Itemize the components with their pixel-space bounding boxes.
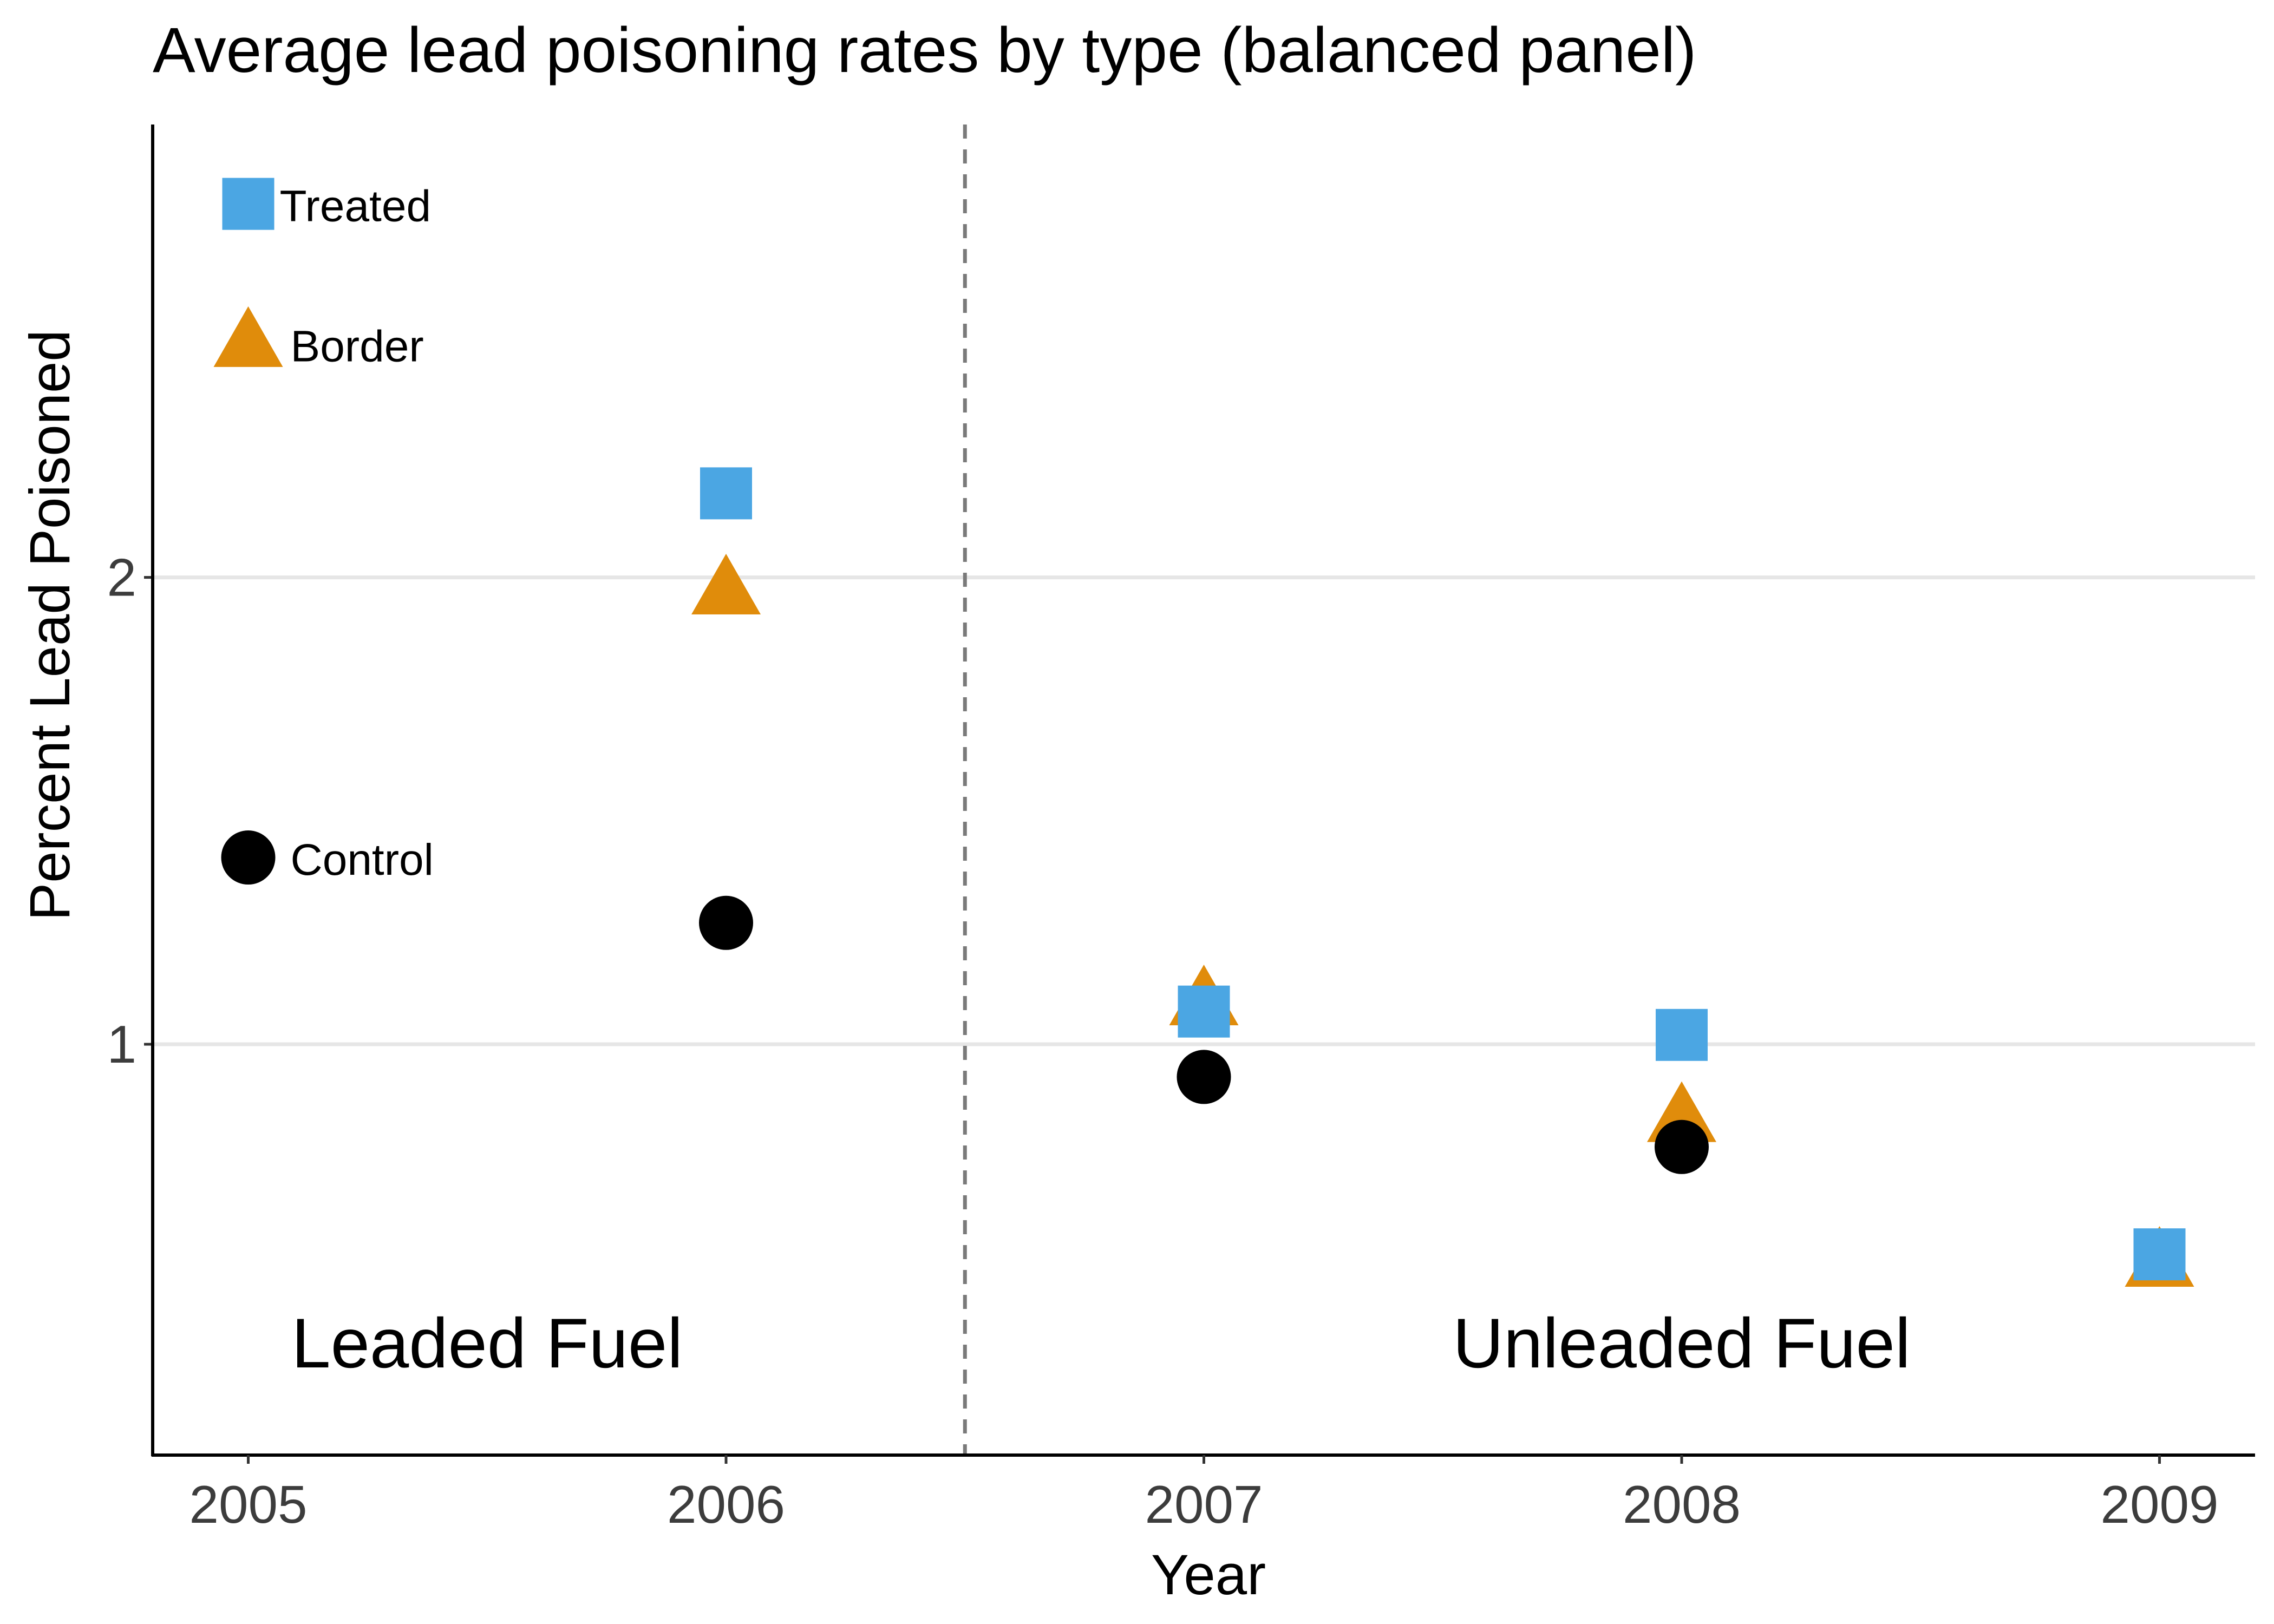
legend-label-border: Border [291,322,424,371]
x-tick-label: 2006 [667,1475,785,1534]
legend: Treated Border Control [213,178,434,885]
point-control-2007 [1177,1050,1231,1104]
point-treated-2007 [1178,985,1230,1038]
legend-label-control: Control [291,835,434,885]
point-treated-2008 [1656,1009,1708,1061]
point-border-2006 [691,554,761,615]
gridlines [153,575,2255,1046]
chart-title: Average lead poisoning rates by type (ba… [153,15,1696,86]
x-tick-label: 2009 [2100,1475,2218,1534]
x-tick-label: 2007 [1145,1475,1263,1534]
axes [144,125,2255,1464]
legend-marker-control [221,830,276,885]
data-points [691,467,2194,1287]
x-tick-label: 2008 [1623,1475,1741,1534]
x-axis-label: Year [1151,1543,1266,1607]
legend-marker-treated [222,178,275,230]
point-treated-2006 [700,467,752,520]
x-tick-label: 2005 [189,1475,307,1534]
legend-label-treated: Treated [280,182,432,231]
y-tick-label: 2 [107,548,136,607]
y-tick-label: 1 [107,1014,136,1074]
point-control-2008 [1655,1119,1709,1174]
point-treated-2009 [2133,1228,2186,1281]
region-label: Unleaded Fuel [1453,1304,1911,1383]
legend-marker-border [213,306,283,367]
region-labels: Leaded Fuel Unleaded Fuel [291,1304,1910,1383]
point-control-2006 [699,895,753,950]
tick-labels: 1 2 2005 2006 2007 2008 2009 [107,548,2218,1534]
y-axis-label: Percent Lead Poisoned [18,330,82,921]
region-label: Leaded Fuel [291,1304,683,1383]
